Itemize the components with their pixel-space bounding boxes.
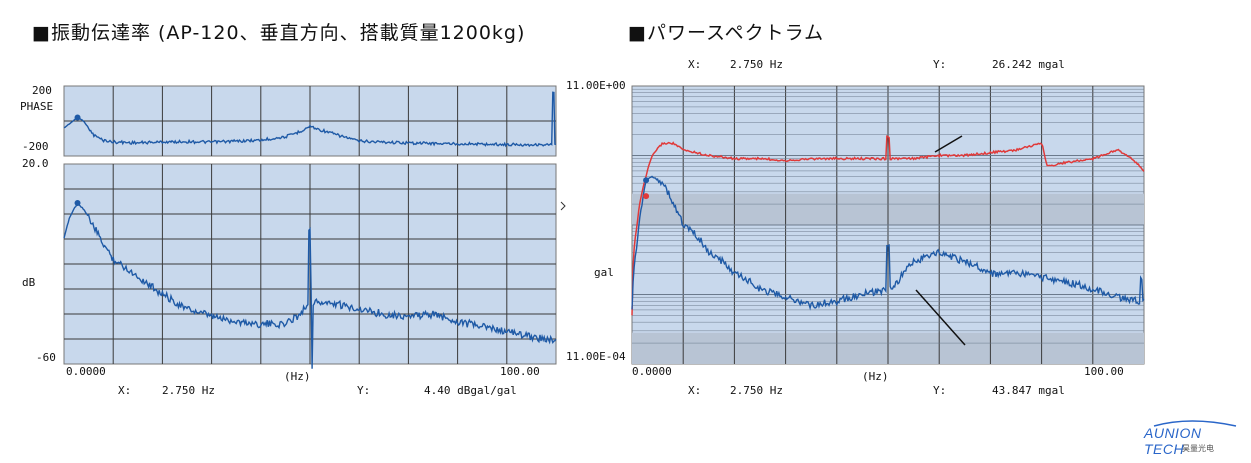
right-y-top-label: 11.00E+00: [566, 79, 626, 92]
right-cursor-y-label: Y:: [933, 384, 947, 397]
left-chart-title: ■振動伝達率 (AP-120、垂直方向、搭載質量1200kg): [32, 22, 526, 44]
decade-band: [632, 332, 1144, 364]
annotation-isolator-leader: [915, 289, 966, 346]
right-cursor-x-label: X:: [688, 384, 702, 397]
db-trace: [63, 201, 557, 369]
right-y-axis-label: gal: [594, 266, 614, 279]
db-top-label: 20.0: [22, 157, 49, 170]
right-cursor-x-value: 2.750 Hz: [730, 384, 783, 397]
left-cursor-x-value: 2.750 Hz: [162, 384, 215, 397]
annotation-floor-label: 設置床上: [965, 128, 1018, 143]
right-edge-marker: [560, 201, 566, 211]
left-cursor-y-label: Y:: [357, 384, 371, 397]
right-x-unit-label: (Hz): [862, 370, 889, 383]
left-phase-panel: [63, 85, 557, 157]
right-top-cursor-y-value: 26.242 mgal: [992, 58, 1065, 71]
right-cursor-y-value: 43.847 mgal: [992, 384, 1065, 397]
left-cursor-y-value: 4.40 dBgal/gal: [424, 384, 517, 397]
aunion-logo: AUNION TECH 昊量光电: [1140, 418, 1240, 458]
phase-bottom-label: -200: [22, 140, 49, 153]
decade-band: [632, 193, 1144, 225]
logo-sub: 昊量光电: [1182, 444, 1214, 453]
logo-name: AUNION TECH: [1144, 425, 1202, 457]
phase-top-label: 200: [32, 84, 52, 97]
right-grid: [632, 86, 1144, 364]
right-x-min-label: 0.0000: [632, 365, 672, 378]
isolator-cursor-marker: [643, 177, 650, 184]
logo-swoosh-icon: [1153, 420, 1237, 427]
left-db-grid: [64, 164, 556, 364]
right-y-bottom-label: 11.00E-04: [566, 350, 626, 363]
floor-cursor-marker: [643, 193, 650, 200]
left-phase-grid: [64, 86, 556, 156]
right-x-max-label: 100.00: [1084, 365, 1124, 378]
right-top-cursor-x-label: X:: [688, 58, 702, 71]
db-bottom-label: -60: [36, 351, 56, 364]
floor-trace: [631, 135, 1145, 316]
phase-trace: [63, 91, 557, 148]
annotation-floor-leader: [934, 135, 963, 153]
isolator-trace: [631, 175, 1145, 311]
phase-cursor-marker: [74, 114, 81, 121]
right-top-cursor-x-value: 2.750 Hz: [730, 58, 783, 71]
annotation-isolator-label: 除振装置上: [966, 348, 1032, 363]
left-cursor-x-label: X:: [118, 384, 132, 397]
db-axis-label: dB: [22, 276, 36, 289]
right-chart-title: ■パワースペクトラム: [628, 22, 825, 44]
left-x-min-label: 0.0000: [66, 365, 106, 378]
db-panel-bg: [63, 163, 557, 365]
left-x-unit-label: (Hz): [284, 370, 311, 383]
phase-axis-label: PHASE: [20, 100, 54, 113]
db-cursor-marker: [74, 200, 81, 206]
left-x-max-label: 100.00: [500, 365, 540, 378]
spectrum-panel-bg: [631, 85, 1145, 365]
right-top-cursor-y-label: Y:: [933, 58, 947, 71]
left-db-panel: [63, 163, 557, 365]
phase-panel-bg: [63, 85, 557, 157]
right-panel: [631, 85, 1145, 365]
